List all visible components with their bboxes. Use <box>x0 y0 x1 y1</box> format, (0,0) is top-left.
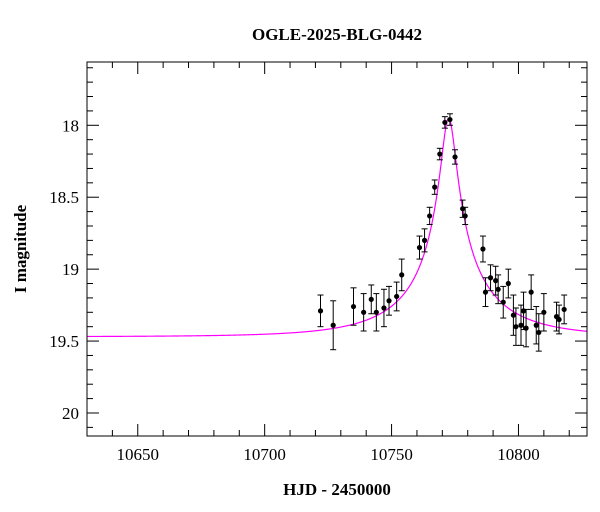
data-point <box>432 184 438 190</box>
data-point <box>518 322 524 328</box>
data-point <box>350 303 357 310</box>
x-axis-label: HJD - 2450000 <box>283 480 391 499</box>
data-point <box>330 322 336 328</box>
data-point <box>437 151 443 157</box>
data-point <box>561 306 567 313</box>
x-tick-label: 10700 <box>243 445 286 464</box>
y-tick-label: 19.5 <box>49 332 79 351</box>
y-tick-label: 18.5 <box>49 188 79 207</box>
data-point <box>317 308 324 314</box>
x-tick-label: 10750 <box>370 445 413 464</box>
data-point <box>556 316 562 323</box>
chart-title: OGLE-2025-BLG-0442 <box>252 25 422 44</box>
x-tick-label: 10650 <box>117 445 160 464</box>
data-point <box>394 293 400 300</box>
data-point <box>381 305 387 311</box>
data-point <box>513 324 519 330</box>
data-point <box>386 298 392 304</box>
y-tick-label: 19 <box>62 260 79 279</box>
data-point <box>493 278 499 284</box>
y-tick-label: 18 <box>62 116 79 135</box>
data-point <box>541 309 547 315</box>
data-point <box>427 213 433 219</box>
x-tick-label: 10800 <box>497 445 540 464</box>
y-tick-label: 20 <box>62 404 79 423</box>
data-point <box>523 325 529 331</box>
data-point <box>462 213 468 219</box>
data-point <box>500 299 506 305</box>
data-point <box>482 289 489 295</box>
data-point <box>533 322 539 328</box>
y-axis-label: I magnitude <box>11 204 30 293</box>
data-point <box>536 329 542 336</box>
plot-area: 10650 10700 10750 10800 18 18.5 19 19.5 20 <box>49 61 588 464</box>
data-point <box>442 119 448 126</box>
data-point <box>368 296 374 302</box>
data-point <box>421 237 428 243</box>
data-point <box>361 309 367 315</box>
data-point <box>487 275 494 281</box>
data-point <box>373 309 379 315</box>
data-point <box>480 246 486 252</box>
plot-frame <box>86 61 588 437</box>
data-point <box>505 280 511 287</box>
data-point <box>495 286 501 292</box>
data-point <box>399 272 405 278</box>
data-point <box>447 116 453 123</box>
data-point <box>452 154 458 160</box>
model-curve <box>87 117 587 338</box>
data-point <box>528 289 534 295</box>
data-point <box>510 312 516 318</box>
data-point <box>416 244 423 251</box>
